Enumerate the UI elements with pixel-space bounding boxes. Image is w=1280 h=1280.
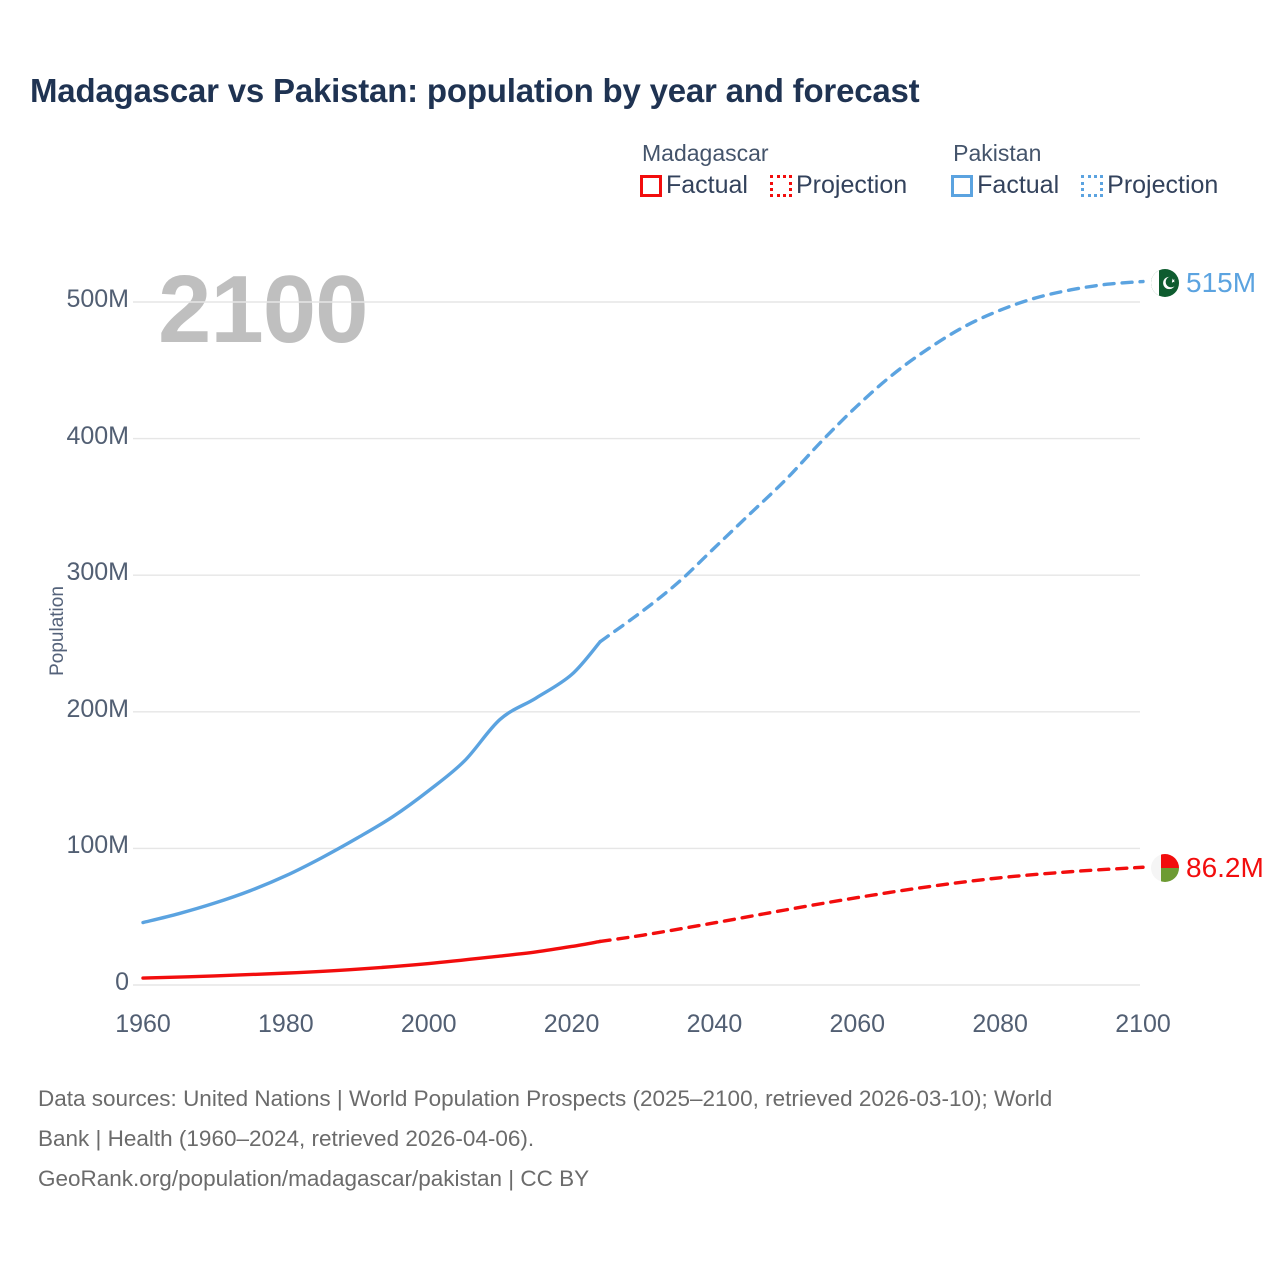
y-tick-label: 500M — [66, 285, 129, 313]
y-tick-label: 400M — [66, 421, 129, 450]
x-tick-label: 2040 — [686, 1010, 743, 1038]
legend-group-pakistan: Pakistan Factual Projection — [951, 140, 1218, 200]
x-tick-label: 1980 — [258, 1010, 314, 1038]
chart-legend: Madagascar Factual Projection Pakistan F… — [640, 140, 1218, 200]
end-value-pakistan: 515M — [1186, 266, 1257, 298]
legend-swatch-dotted-icon — [769, 174, 792, 197]
x-tick-label: 1960 — [115, 1010, 171, 1038]
gridlines — [133, 301, 1140, 986]
line-pakistan-projection — [598, 279, 1145, 644]
legend-label-madagascar-factual: Factual — [666, 171, 748, 199]
legend-entries-pakistan: Factual Projection — [951, 171, 1218, 200]
legend-entries-madagascar: Factual Projection — [640, 171, 907, 200]
line-madagascar-factual — [141, 939, 602, 980]
legend-group-madagascar: Madagascar Factual Projection — [640, 140, 907, 200]
x-tick-label: 2020 — [543, 1010, 600, 1038]
legend-group-title-pakistan: Pakistan — [953, 140, 1042, 166]
legend-swatch-solid-icon — [951, 174, 974, 197]
x-tick-label: 2000 — [400, 1010, 457, 1038]
y-tick-label: 100M — [66, 831, 129, 860]
line-madagascar-projection — [598, 865, 1145, 944]
legend-item-pakistan-factual[interactable]: Factual — [951, 171, 1059, 200]
footer-line-2: Bank | Health (1960–2024, retrieved 2026… — [38, 1125, 535, 1151]
end-label-pakistan: 515M — [1151, 267, 1256, 299]
y-tick-label: 200M — [66, 694, 129, 723]
legend-item-madagascar-projection[interactable]: Projection — [769, 171, 908, 200]
y-tick-label: 0 — [115, 968, 129, 996]
line-pakistan-factual — [141, 640, 602, 925]
footer-line-3[interactable]: GeoRank.org/population/madagascar/pakist… — [38, 1165, 590, 1191]
legend-swatch-solid-icon — [640, 174, 662, 197]
end-value-madagascar: 86.2M — [1186, 852, 1264, 884]
legend-item-pakistan-projection[interactable]: Projection — [1081, 171, 1218, 200]
legend-label-pakistan-factual: Factual — [977, 171, 1060, 199]
footer-line-1: Data sources: United Nations | World Pop… — [38, 1086, 1053, 1111]
x-tick-label: 2080 — [972, 1010, 1028, 1038]
legend-label-pakistan-projection: Projection — [1107, 171, 1219, 199]
x-tick-label: 2100 — [1115, 1010, 1171, 1038]
legend-item-madagascar-factual[interactable]: Factual — [640, 171, 748, 200]
x-tick-label: 2060 — [829, 1010, 886, 1038]
data-curves — [141, 279, 1145, 980]
madagascar-flag-icon — [1151, 854, 1179, 883]
pakistan-flag-icon — [1151, 268, 1179, 297]
legend-group-title-madagascar: Madagascar — [642, 140, 769, 166]
y-tick-label: 300M — [66, 558, 129, 587]
watermark-year: 2100 — [158, 256, 369, 363]
end-label-madagascar: 86.2M — [1151, 852, 1264, 884]
page-title: Madagascar vs Pakistan: population by ye… — [30, 72, 920, 109]
legend-label-madagascar-projection: Projection — [795, 171, 908, 199]
footer-sources: Data sources: United Nations | World Pop… — [38, 1083, 1248, 1195]
legend-swatch-dotted-icon — [1081, 174, 1104, 197]
